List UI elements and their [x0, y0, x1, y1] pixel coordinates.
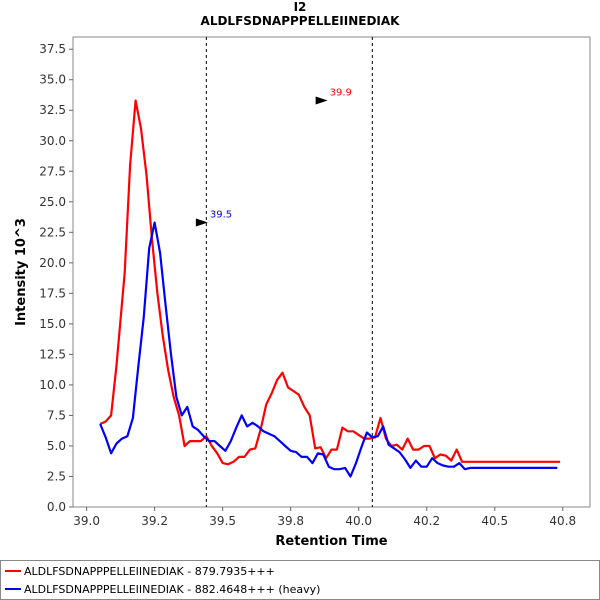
y-tick-label: 17.5 [39, 286, 66, 300]
y-tick-label: 20.0 [39, 256, 66, 270]
y-tick-label: 37.5 [39, 42, 66, 56]
chart-title: I2 [294, 0, 307, 14]
legend-label-heavy: ALDLFSDNAPPPELLEIINEDIAK - 882.4648+++ (… [24, 582, 321, 596]
x-tick-label: 40.8 [549, 514, 576, 528]
x-tick-label: 39.2 [141, 514, 168, 528]
y-tick-label: 7.5 [47, 408, 66, 422]
x-tick-label: 39.0 [73, 514, 100, 528]
y-tick-label: 30.0 [39, 134, 66, 148]
retention-time-marker [195, 218, 208, 227]
y-tick-label: 10.0 [39, 378, 66, 392]
y-tick-label: 2.5 [47, 469, 66, 483]
retention-time-marker [315, 96, 328, 105]
retention-time-label: 39.5 [210, 210, 232, 221]
legend: ALDLFSDNAPPPELLEIINEDIAK - 879.7935+++ A… [0, 560, 600, 600]
y-tick-label: 35.0 [39, 73, 66, 87]
legend-label-light: ALDLFSDNAPPPELLEIINEDIAK - 879.7935+++ [24, 564, 275, 578]
series-line-light [99, 99, 561, 466]
x-tick-label: 40.2 [413, 514, 440, 528]
y-tick-label: 15.0 [39, 317, 66, 331]
x-tick-label: 40.5 [481, 514, 508, 528]
x-tick-label: 39.5 [209, 514, 236, 528]
series-line-heavy [99, 221, 558, 478]
x-axis-label: Retention Time [275, 534, 387, 549]
y-tick-label: 32.5 [39, 103, 66, 117]
y-tick-label: 5.0 [47, 439, 66, 453]
x-tick-label: 40.0 [345, 514, 372, 528]
y-tick-label: 0.0 [47, 500, 66, 514]
legend-item-light: ALDLFSDNAPPPELLEIINEDIAK - 879.7935+++ [5, 562, 275, 580]
retention-time-label: 39.9 [330, 87, 352, 98]
plot-area [72, 36, 591, 508]
legend-swatch-light [5, 570, 21, 572]
legend-item-heavy: ALDLFSDNAPPPELLEIINEDIAK - 882.4648+++ (… [5, 580, 320, 598]
y-tick-label: 27.5 [39, 164, 66, 178]
y-tick-label: 12.5 [39, 347, 66, 361]
y-axis-label: Intensity 10^3 [14, 218, 29, 326]
legend-swatch-heavy [5, 588, 21, 590]
chart-subtitle: ALDLFSDNAPPPELLEIINEDIAK [201, 14, 401, 28]
x-tick-label: 39.8 [277, 514, 304, 528]
y-tick-label: 22.5 [39, 225, 66, 239]
y-tick-label: 25.0 [39, 195, 66, 209]
